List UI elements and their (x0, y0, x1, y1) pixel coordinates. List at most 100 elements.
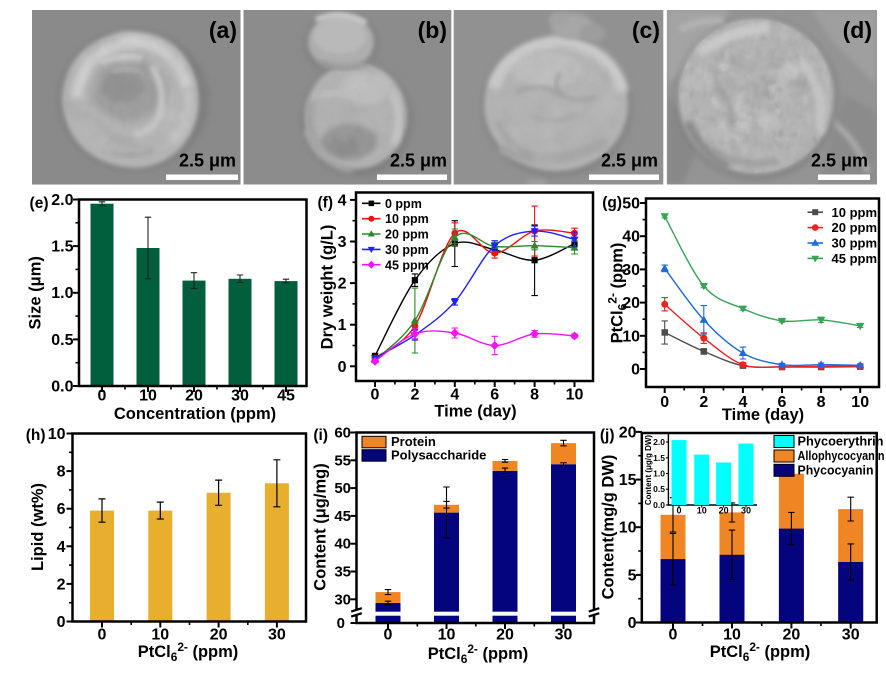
svg-text:30: 30 (268, 627, 286, 644)
svg-text:8: 8 (57, 464, 66, 481)
svg-text:(g): (g) (602, 195, 622, 212)
svg-text:2: 2 (410, 387, 419, 404)
svg-text:30: 30 (555, 627, 573, 644)
svg-text:Protein: Protein (391, 434, 436, 449)
svg-text:Content(mg/g DW): Content(mg/g DW) (600, 455, 618, 600)
svg-text:10: 10 (438, 627, 456, 644)
svg-text:PtCl62- (ppm): PtCl62- (ppm) (710, 640, 811, 664)
svg-text:20: 20 (496, 627, 514, 644)
svg-text:20 ppm: 20 ppm (385, 228, 429, 242)
svg-text:40: 40 (334, 536, 351, 553)
svg-text:10: 10 (697, 506, 707, 516)
svg-text:50: 50 (622, 196, 640, 213)
svg-text:(e): (e) (30, 195, 49, 212)
svg-text:8: 8 (817, 394, 826, 411)
svg-text:Content (μg/mg): Content (μg/mg) (312, 463, 330, 590)
svg-text:3: 3 (338, 234, 347, 251)
svg-text:45: 45 (277, 388, 295, 405)
svg-text:30: 30 (842, 627, 860, 644)
svg-text:(c): (c) (632, 17, 660, 43)
svg-text:Allophycocyanin: Allophycocyanin (798, 449, 885, 463)
svg-text:Concentration (ppm): Concentration (ppm) (114, 405, 276, 423)
svg-text:0: 0 (660, 394, 669, 411)
svg-text:50: 50 (334, 480, 351, 497)
svg-text:Size (μm): Size (μm) (27, 256, 45, 329)
svg-text:10 ppm: 10 ppm (385, 212, 429, 226)
svg-text:0.5: 0.5 (51, 332, 73, 349)
svg-text:0: 0 (57, 614, 66, 631)
svg-text:1.5: 1.5 (51, 239, 73, 256)
svg-text:0: 0 (628, 615, 637, 632)
svg-text:8: 8 (530, 387, 539, 404)
svg-text:2.5 μm: 2.5 μm (601, 151, 658, 171)
svg-text:10 ppm: 10 ppm (832, 205, 878, 220)
svg-text:1.5: 1.5 (653, 453, 665, 463)
svg-text:0.0: 0.0 (51, 379, 73, 396)
svg-text:30 ppm: 30 ppm (385, 243, 429, 257)
svg-text:45 ppm: 45 ppm (385, 258, 429, 272)
svg-text:(a): (a) (209, 17, 237, 43)
svg-text:10: 10 (619, 520, 637, 537)
svg-text:0 ppm: 0 ppm (385, 197, 422, 211)
svg-text:(i): (i) (313, 427, 328, 444)
svg-text:1: 1 (338, 317, 347, 334)
svg-text:(d): (d) (843, 17, 872, 43)
svg-text:1.0: 1.0 (51, 285, 73, 302)
svg-text:Content (μg/g DW): Content (μg/g DW) (644, 435, 653, 506)
svg-text:20: 20 (783, 627, 801, 644)
svg-text:30: 30 (334, 591, 351, 608)
svg-text:Phycocyanin: Phycocyanin (798, 463, 874, 477)
svg-text:20: 20 (210, 627, 228, 644)
svg-text:2.0: 2.0 (653, 437, 665, 447)
svg-text:15: 15 (619, 472, 637, 489)
svg-text:Polysaccharide: Polysaccharide (391, 448, 486, 463)
svg-text:0: 0 (98, 388, 107, 405)
svg-text:PtCl62- (ppm): PtCl62- (ppm) (138, 640, 239, 664)
svg-text:2.0: 2.0 (51, 192, 73, 209)
svg-text:20: 20 (719, 506, 729, 516)
svg-text:0: 0 (371, 387, 380, 404)
svg-text:Lipid (wt%): Lipid (wt%) (29, 483, 47, 571)
svg-text:10: 10 (151, 627, 169, 644)
svg-text:55: 55 (334, 452, 351, 469)
svg-text:0.5: 0.5 (653, 484, 665, 494)
svg-text:(b): (b) (418, 17, 447, 43)
svg-text:20: 20 (619, 424, 637, 441)
svg-text:2.5 μm: 2.5 μm (811, 151, 868, 171)
svg-text:(f): (f) (318, 195, 334, 212)
svg-text:0: 0 (669, 627, 678, 644)
svg-text:6: 6 (57, 501, 66, 518)
svg-text:2: 2 (57, 576, 66, 593)
svg-text:6: 6 (778, 394, 787, 411)
svg-text:10: 10 (851, 394, 869, 411)
svg-text:10: 10 (48, 426, 66, 443)
svg-text:4: 4 (450, 387, 459, 404)
svg-text:(h): (h) (26, 427, 46, 444)
svg-text:40: 40 (622, 229, 640, 246)
svg-text:0: 0 (676, 506, 681, 516)
svg-text:4: 4 (738, 394, 747, 411)
svg-text:10: 10 (622, 328, 640, 345)
svg-text:5: 5 (628, 567, 637, 584)
svg-text:Time (day): Time (day) (722, 406, 804, 424)
svg-text:6: 6 (490, 387, 499, 404)
svg-text:30: 30 (622, 262, 640, 279)
svg-text:45 ppm: 45 ppm (832, 251, 878, 266)
svg-text:1.0: 1.0 (653, 469, 665, 479)
svg-text:Dry weight (g/L): Dry weight (g/L) (319, 225, 337, 350)
svg-text:2: 2 (338, 276, 347, 293)
svg-text:PtCl62- (ppm): PtCl62- (ppm) (606, 243, 630, 344)
svg-text:(j): (j) (600, 427, 615, 444)
svg-text:20: 20 (185, 388, 203, 405)
svg-text:60: 60 (334, 425, 351, 442)
svg-text:0.0: 0.0 (653, 500, 665, 510)
svg-text:30: 30 (741, 506, 751, 516)
svg-text:4: 4 (57, 539, 66, 556)
svg-text:30: 30 (231, 388, 249, 405)
svg-text:35: 35 (334, 564, 351, 581)
svg-text:10: 10 (723, 627, 741, 644)
svg-text:0: 0 (631, 362, 640, 379)
svg-text:20 ppm: 20 ppm (832, 220, 878, 235)
svg-text:Time (day): Time (day) (434, 403, 516, 421)
svg-text:0: 0 (338, 359, 347, 376)
